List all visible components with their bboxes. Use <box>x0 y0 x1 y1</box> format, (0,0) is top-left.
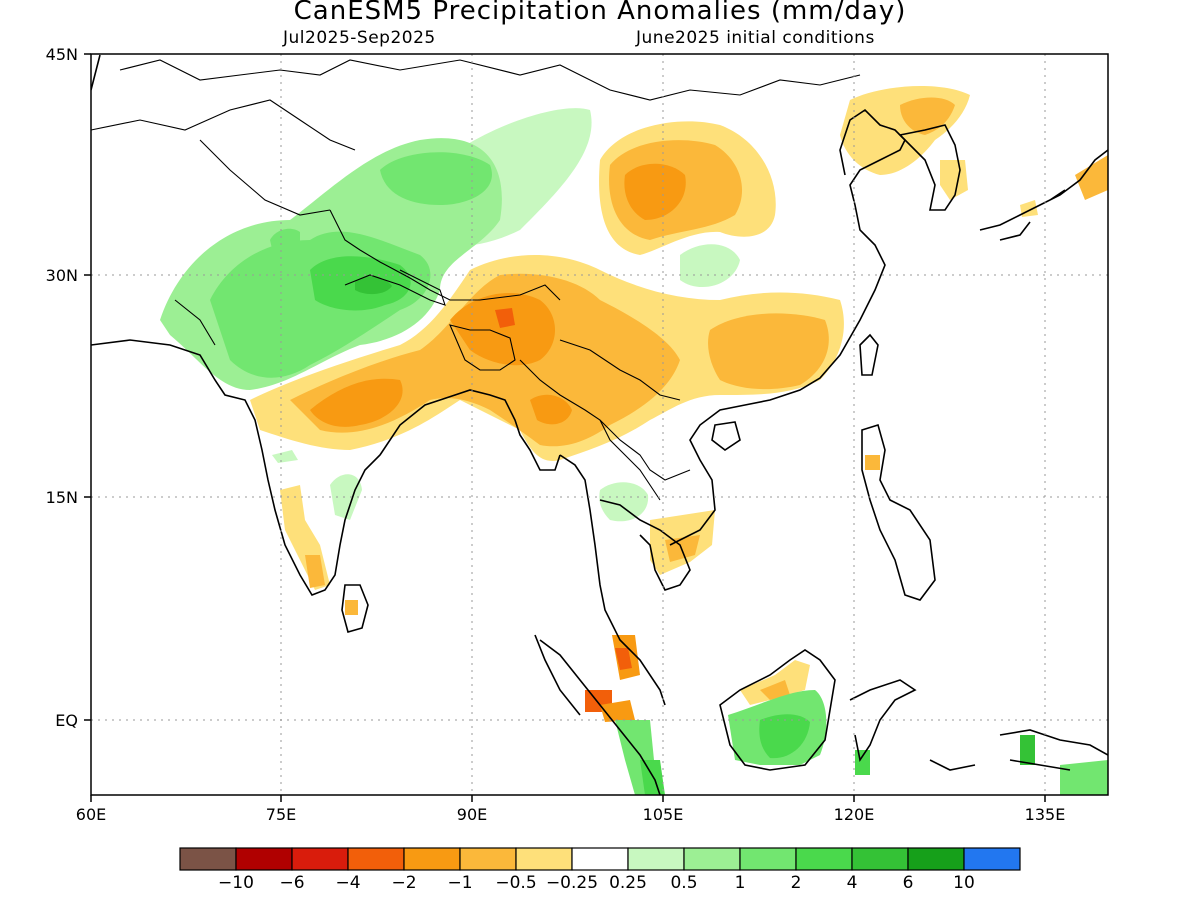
map-title: CanESM5 Precipitation Anomalies (mm/day) <box>293 0 907 26</box>
colorbar-swatch <box>683 847 741 871</box>
lon-tick-label: 120E <box>834 805 875 824</box>
colorbar-label: −1 <box>447 873 472 893</box>
colorbar-label: −10 <box>218 873 254 893</box>
forecast-period: Jul2025-Sep2025 <box>283 28 436 48</box>
coast-indochina <box>559 108 906 706</box>
initial-conditions: June2025 initial conditions <box>636 28 875 48</box>
coast-hainan <box>711 421 741 451</box>
lat-tick-label: 45N <box>46 45 78 64</box>
colorbar-label: −0.5 <box>495 873 536 893</box>
anomaly-field <box>160 85 1108 795</box>
colorbar-label: 1 <box>735 873 746 893</box>
lat-tick-label: EQ <box>55 711 78 730</box>
lon-tick-label: 105E <box>643 805 684 824</box>
coast-srilanka <box>341 584 369 633</box>
colorbar-label: 4 <box>847 873 858 893</box>
map-frame <box>90 53 1109 796</box>
colorbar-swatch <box>179 847 237 871</box>
coast-sulawesi <box>849 679 917 763</box>
colorbar-swatch <box>739 847 797 871</box>
coast-philippines <box>861 423 936 601</box>
colorbar-label: −2 <box>391 873 416 893</box>
colorbar-swatch <box>571 847 629 871</box>
colorbar-swatch <box>235 847 293 871</box>
colorbar-swatch <box>627 847 685 871</box>
colorbar-swatch <box>515 847 573 871</box>
coast-korea <box>898 124 961 211</box>
tick-marks <box>84 53 1046 802</box>
colorbar-label: −0.25 <box>546 873 598 893</box>
coast-newguinea <box>999 729 1108 771</box>
colorbar-swatch <box>851 847 909 871</box>
coast-sumatra <box>534 634 661 795</box>
lon-tick-label: 90E <box>457 805 487 824</box>
colorbar-swatch <box>795 847 853 871</box>
colorbar-label: 0.25 <box>609 873 647 893</box>
colorbar-swatch <box>291 847 349 871</box>
colorbar-label: −4 <box>335 873 360 893</box>
borders <box>91 59 861 501</box>
colorbar-label: 6 <box>903 873 914 893</box>
coastlines <box>91 54 1108 795</box>
coast-taiwan <box>859 333 879 376</box>
coast-borneo <box>719 649 836 771</box>
colorbar-swatch <box>963 847 1021 871</box>
colorbar-legend: −10 −6 −4 −2 −1 −0.5 −0.25 0.25 0.5 1 2 4 6 10 <box>179 847 1021 893</box>
coast-japan <box>979 149 1108 241</box>
colorbar-swatch <box>907 847 965 871</box>
colorbar-swatch <box>347 847 405 871</box>
colorbar-swatch <box>403 847 461 871</box>
lon-tick-label: 75E <box>266 805 296 824</box>
colorbar-label: 10 <box>953 873 975 893</box>
colorbar-label: 2 <box>791 873 802 893</box>
lon-tick-label: 135E <box>1025 805 1066 824</box>
lon-tick-label: 60E <box>76 805 106 824</box>
colorbar-swatch <box>459 847 517 871</box>
lat-tick-label: 30N <box>46 266 78 285</box>
lat-tick-label: 15N <box>46 488 78 507</box>
colorbar-label: 0.5 <box>670 873 697 893</box>
gridlines <box>91 54 1108 795</box>
coast-arabia-india <box>91 54 561 596</box>
colorbar-label: −6 <box>279 873 304 893</box>
